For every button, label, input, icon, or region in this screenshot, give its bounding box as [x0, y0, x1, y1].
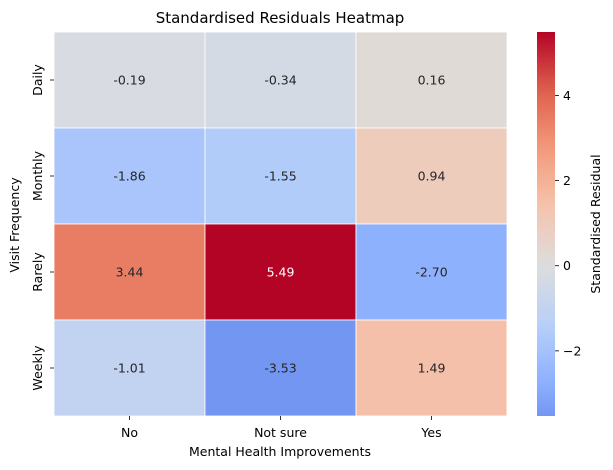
cell-value-label: -1.01 — [113, 361, 145, 376]
colorbar-ticks: −2 0 2 4 — [555, 88, 581, 358]
colorbar-tick-label: 4 — [563, 88, 571, 103]
cell-value-label: -1.86 — [113, 169, 145, 184]
y-tick-label: Monthly — [30, 150, 45, 201]
y-axis-label: Visit Frequency — [7, 177, 22, 273]
cell-value-label: -1.55 — [264, 169, 296, 184]
colorbar — [537, 32, 555, 416]
colorbar-tick-label: 0 — [563, 258, 571, 273]
chart-title: Standardised Residuals Heatmap — [156, 9, 405, 27]
heatmap-cell — [53, 127, 206, 225]
heatmap-cell — [204, 127, 357, 225]
y-tick-label: Daily — [30, 64, 45, 96]
colorbar-tick-label: −2 — [563, 343, 581, 358]
x-tick-label: Not sure — [254, 425, 307, 440]
cell-value-label: -0.19 — [113, 73, 145, 88]
heatmap-cell — [53, 319, 206, 417]
x-axis-ticks: No Not sure Yes — [121, 416, 442, 440]
cell-value-label: -3.53 — [264, 361, 296, 376]
heatmap-cell — [204, 223, 357, 321]
cell-value-label: -2.70 — [415, 265, 447, 280]
heatmap-cells: -0.19 -0.34 0.16 -1.86 -1.55 0.94 3.44 5.49 -2.7… — [53, 31, 508, 417]
y-tick-label: Weekly — [30, 345, 45, 391]
heatmap-cell — [355, 319, 508, 417]
colorbar-tick-label: 2 — [563, 173, 571, 188]
x-axis-label: Mental Health Improvements — [189, 444, 371, 459]
x-tick-label: Yes — [420, 425, 441, 440]
heatmap-cell — [53, 31, 206, 129]
y-axis-ticks: Daily Monthly Rarely Weekly — [30, 64, 54, 391]
heatmap-cell — [355, 31, 508, 129]
heatmap-cell — [53, 223, 206, 321]
cell-value-label: -0.34 — [264, 73, 296, 88]
cell-value-label: 0.94 — [418, 169, 446, 184]
cell-value-label: 3.44 — [116, 265, 144, 280]
cell-value-label: 5.49 — [267, 265, 295, 280]
heatmap-cell — [204, 31, 357, 129]
colorbar-label: Standardised Residual — [588, 154, 603, 293]
x-tick-label: No — [121, 425, 138, 440]
cell-value-label: 0.16 — [418, 73, 446, 88]
y-tick-label: Rarely — [30, 252, 45, 292]
cell-value-label: 1.49 — [418, 361, 446, 376]
heatmap-cell — [355, 127, 508, 225]
